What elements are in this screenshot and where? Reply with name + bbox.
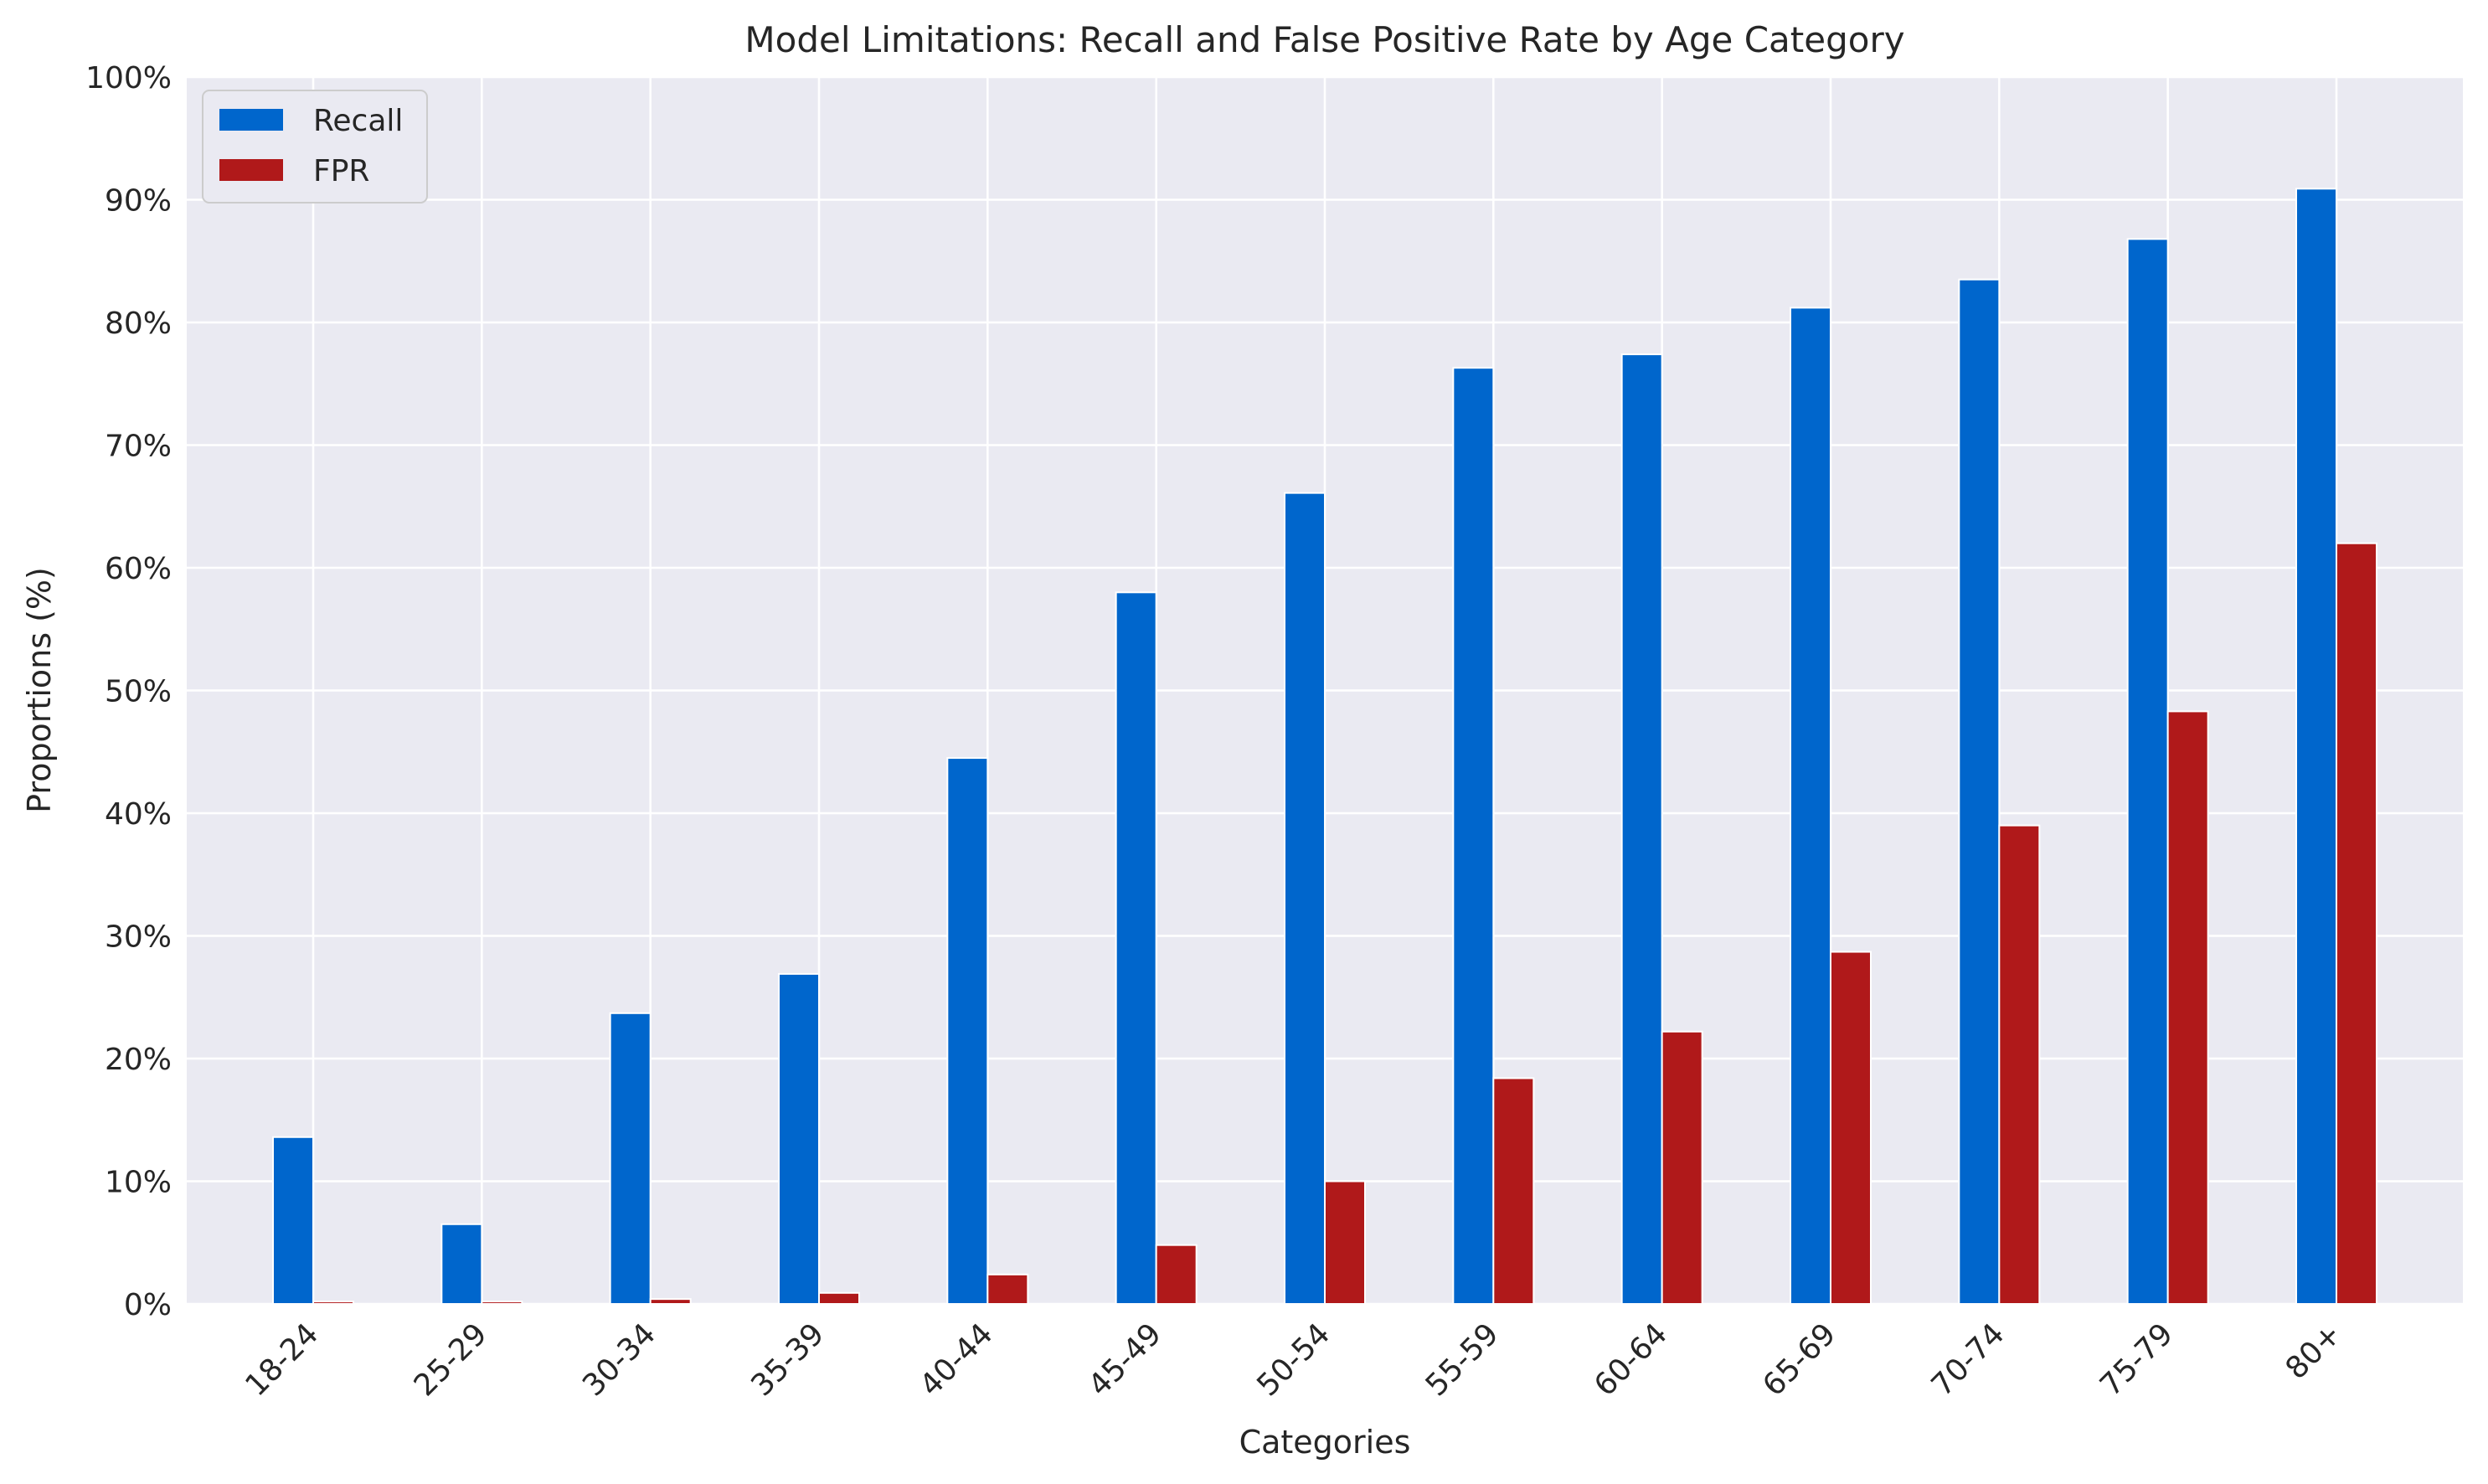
y-tick-label: 70% (105, 430, 172, 464)
bar-fpr (649, 1298, 692, 1306)
x-tick-labels: 18-24 25-29 30-34 35-39 40-44 45-49 50-54 55-59… (239, 1317, 2348, 1403)
x-tick-label: 70-74 (1925, 1317, 2012, 1403)
bar-recall (1790, 307, 1831, 1305)
bar-fpr (2336, 542, 2377, 1305)
x-tick-label: 40-44 (914, 1317, 1000, 1403)
x-tick-label: 55-59 (1419, 1317, 1506, 1403)
x-axis-label: Categories (1239, 1424, 1411, 1461)
bar-fpr (986, 1273, 1029, 1305)
bar-fpr (481, 1301, 523, 1305)
y-axis-label: Proportions (%) (21, 567, 58, 813)
bar-fpr (1324, 1180, 1366, 1305)
y-tick-label: 30% (105, 920, 172, 955)
bar-recall (946, 757, 989, 1305)
x-tick-label: 18-24 (239, 1317, 325, 1403)
bar-recall (2126, 238, 2169, 1305)
x-tick-label: 80+ (2279, 1317, 2349, 1386)
bar-recall (1284, 492, 1326, 1305)
bar-recall (272, 1136, 314, 1306)
bar-fpr (1830, 951, 1872, 1306)
bar-recall (609, 1012, 652, 1306)
bar-recall (1452, 367, 1495, 1306)
y-tick-label: 60% (105, 552, 172, 586)
bar-recall (1958, 278, 2001, 1306)
chart-title: Model Limitations: Recall and False Posi… (744, 19, 1904, 60)
bar-fpr (1155, 1244, 1198, 1306)
y-tick-label: 10% (105, 1166, 172, 1200)
legend-label-recall: Recall (313, 104, 403, 138)
bar-fpr (818, 1291, 860, 1305)
bar-recall (2295, 188, 2337, 1306)
legend: Recall FPR (202, 90, 428, 204)
y-tick-label: 100% (85, 61, 172, 95)
bar-fpr (1998, 824, 2041, 1305)
y-tick-label: 40% (105, 797, 172, 832)
x-tick-label: 65-69 (1756, 1317, 1842, 1403)
y-tick-label: 80% (105, 307, 172, 341)
bar-recall (440, 1223, 483, 1306)
legend-swatch-recall (219, 109, 283, 131)
y-tick-label: 0% (124, 1288, 172, 1322)
bar-recall (1620, 353, 1663, 1306)
bar-fpr (1492, 1077, 1535, 1305)
y-tick-label: 20% (105, 1043, 172, 1077)
legend-swatch-fpr (219, 159, 283, 181)
bar-recall (1115, 591, 1157, 1305)
x-tick-label: 75-79 (2094, 1317, 2180, 1403)
x-tick-label: 25-29 (408, 1317, 494, 1403)
y-tick-label: 90% (105, 184, 172, 219)
bar-fpr (312, 1301, 354, 1305)
y-tick-labels: 0% 10% 20% 30% 40% 50% 60% 70% 80% 90% 100% (85, 61, 172, 1322)
bar-recall (778, 972, 820, 1306)
x-tick-label: 60-64 (1588, 1317, 1674, 1403)
x-tick-label: 50-54 (1250, 1317, 1337, 1403)
x-tick-label: 30-34 (576, 1317, 662, 1403)
legend-label-fpr: FPR (313, 154, 369, 188)
bar-fpr (2166, 710, 2209, 1305)
bars (272, 188, 2377, 1306)
x-tick-label: 35-39 (744, 1317, 831, 1403)
bar-fpr (1661, 1030, 1703, 1306)
x-tick-label: 45-49 (1082, 1317, 1168, 1403)
y-tick-label: 50% (105, 675, 172, 709)
